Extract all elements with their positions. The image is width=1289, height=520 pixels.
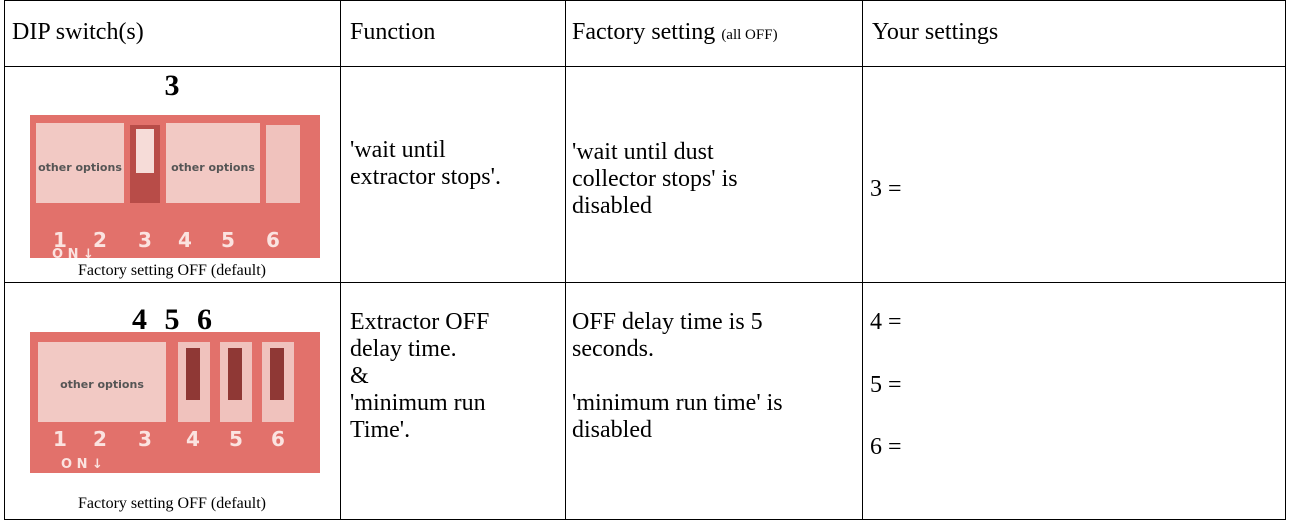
image-label: 1 <box>53 427 67 451</box>
header-cell: Factory setting (all OFF) <box>572 19 778 49</box>
image-label: O N ↓ <box>52 247 94 262</box>
border <box>4 0 1286 1</box>
line: 'wait until dust <box>572 139 714 165</box>
image-label: 1 <box>53 228 67 252</box>
caption: Factory setting OFF (default) <box>78 495 266 512</box>
line: seconds. <box>572 336 654 362</box>
paragraph: 'minimum run time' is disabled <box>572 390 783 444</box>
image-label: other options <box>171 161 255 174</box>
switch-number: 4 5 6 <box>132 303 212 336</box>
image-caption-strip: O N ↓ <box>52 247 94 262</box>
factory-text: 'wait until dust collector stops' is dis… <box>572 139 738 220</box>
image-label: 6 <box>271 427 285 451</box>
factory-text: OFF delay time is 5 seconds. 'minimum ru… <box>572 309 783 444</box>
border <box>862 0 863 520</box>
border <box>4 0 5 520</box>
function-text: 'wait until extractor stops'. <box>350 137 501 191</box>
image-label: 4 <box>186 427 200 451</box>
line: delay time. <box>350 336 457 362</box>
caption: Factory setting OFF (default) <box>78 262 266 279</box>
dip-switch-image: other options 1 2 3 4 5 6 O N ↓ <box>30 332 320 473</box>
border <box>565 0 566 520</box>
line: disabled <box>572 417 652 443</box>
image-label: 4 <box>178 228 192 252</box>
setting-text: 3 = <box>870 176 902 202</box>
image-label: 3 <box>138 228 152 252</box>
line: extractor stops'. <box>350 164 501 190</box>
image-label: 3 <box>138 427 152 451</box>
border <box>340 0 341 520</box>
header-cell: DIP switch(s) <box>12 19 144 45</box>
image-label: 2 <box>93 427 107 451</box>
line: disabled <box>572 193 652 219</box>
dip-switch-image: other options other options 1 2 3 4 5 6 <box>30 115 320 258</box>
line: & <box>350 363 369 389</box>
header-cell: Function <box>350 19 436 45</box>
setting-text: 5 = <box>870 372 902 398</box>
image-label: O N ↓ <box>61 457 103 472</box>
line: OFF delay time is 5 <box>572 309 763 335</box>
header-cell: Your settings <box>872 19 999 45</box>
image-label: 6 <box>266 228 280 252</box>
setting-text: 6 = <box>870 434 902 460</box>
line: Time'. <box>350 417 411 443</box>
border <box>4 282 1286 283</box>
image-label: other options <box>38 161 122 174</box>
line: 'minimum run time' is <box>572 390 783 416</box>
line: collector stops' is <box>572 166 738 192</box>
line: 'minimum run <box>350 390 486 416</box>
border <box>4 66 1286 67</box>
line: Extractor OFF <box>350 309 490 335</box>
border <box>1285 0 1286 520</box>
image-label: 5 <box>221 228 235 252</box>
header-text: Factory setting <box>572 19 716 45</box>
image-label: other options <box>60 378 144 391</box>
paragraph: OFF delay time is 5 seconds. <box>572 309 783 363</box>
image-label: 2 <box>93 228 107 252</box>
line: 'wait until <box>350 137 446 163</box>
setting-text: 4 = <box>870 309 902 335</box>
function-text: Extractor OFF delay time. & 'minimum run… <box>350 309 489 444</box>
switch-number: 3 <box>164 69 180 102</box>
image-label: 5 <box>229 427 243 451</box>
header-note: (all OFF) <box>721 27 778 43</box>
